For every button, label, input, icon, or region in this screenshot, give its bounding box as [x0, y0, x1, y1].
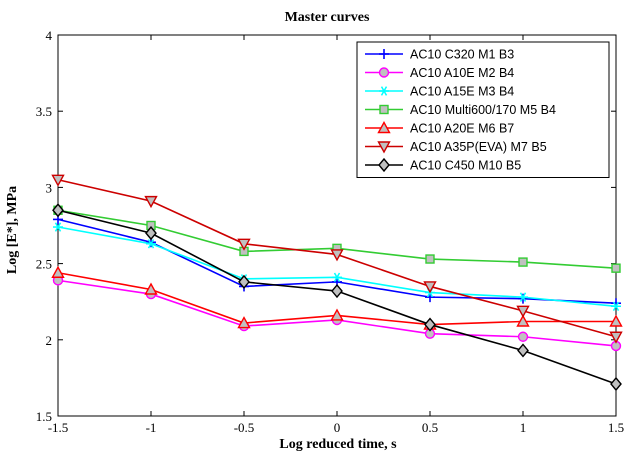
series-5-marker	[144, 195, 158, 209]
y-tick-label: 2	[46, 333, 53, 348]
legend: AC10 C320 M1 B3 AC10 A10E M2 B4 AC10 A15E …	[356, 41, 610, 178]
x-tick-label: -1	[146, 420, 157, 435]
series-5-marker	[516, 305, 530, 318]
series-6-marker	[145, 226, 157, 241]
series-4-marker	[330, 308, 344, 321]
axis-ticks: -1.5 -1 -0.5 0 0.5 1 1.5 1.5 2 2.5 3 3.5 4	[36, 28, 624, 435]
series-4-marker	[51, 265, 65, 278]
series-3-marker	[518, 257, 528, 267]
x-tick-label: 1	[520, 420, 527, 435]
y-tick-label: 2.5	[36, 257, 52, 272]
y-tick-label: 3.5	[36, 104, 52, 119]
series-2-marker	[333, 272, 341, 283]
legend-entry: AC10 C320 M1 B3	[365, 48, 514, 62]
series-1-marker	[378, 67, 390, 78]
series-5-marker	[237, 238, 251, 251]
series-3-marker	[425, 254, 435, 264]
legend-label: AC10 A20E M6 B7	[410, 122, 514, 136]
series-5-marker	[377, 141, 391, 154]
series-6-marker	[424, 317, 436, 332]
legend-entry: AC10 A15E M3 B4	[365, 85, 514, 99]
series-layer	[51, 174, 623, 392]
x-tick-label: 0	[334, 420, 341, 435]
y-tick-label: 4	[46, 28, 53, 43]
series-2-marker	[519, 292, 527, 302]
y-tick-label: 1.5	[36, 409, 52, 424]
x-tick-label: 0.5	[422, 420, 438, 435]
series-3-marker	[611, 263, 621, 273]
series-3-marker	[379, 104, 389, 115]
x-tick-label: 1.5	[608, 420, 624, 435]
legend-label: AC10 C450 M10 B5	[410, 159, 521, 173]
series-2-marker	[612, 301, 620, 311]
series-1-marker	[517, 331, 529, 342]
legend-label: AC10 A35P(EVA) M7 B5	[410, 140, 547, 154]
y-axis-label: Log [E*], MPa	[5, 186, 20, 274]
series-5-marker	[51, 174, 65, 187]
legend-entry: AC10 Multi600/170 M5 B4	[365, 103, 556, 117]
series-5	[51, 174, 623, 344]
legend-entry: AC10 A10E M2 B4	[365, 66, 514, 80]
legend-entry: AC10 A35P(EVA) M7 B5	[365, 140, 547, 154]
chart-title: Master curves	[285, 10, 370, 25]
series-6-marker	[52, 203, 64, 218]
legend-entry: AC10 A20E M6 B7	[365, 121, 514, 136]
series-4-marker	[377, 121, 391, 134]
series-5-marker	[423, 281, 437, 294]
series-4-marker	[144, 282, 158, 295]
x-axis-label: Log reduced time, s	[279, 437, 397, 452]
legend-label: AC10 A15E M3 B4	[410, 85, 514, 99]
y-tick-label: 3	[46, 180, 53, 195]
series-6-marker	[517, 343, 529, 358]
x-tick-label: -0.5	[234, 420, 255, 435]
x-tick-label: -1.5	[48, 420, 69, 435]
series-5-marker	[609, 331, 623, 344]
legend-label: AC10 Multi600/170 M5 B4	[410, 103, 556, 117]
legend-label: AC10 A10E M2 B4	[410, 66, 514, 80]
series-4-marker	[609, 314, 623, 327]
series-2-marker	[54, 222, 62, 232]
legend-label: AC10 C320 M1 B3	[410, 48, 514, 62]
series-6-marker	[238, 274, 250, 289]
series-2-marker	[380, 86, 388, 96]
series-6-marker	[378, 157, 390, 173]
series-6	[52, 203, 622, 392]
series-2-marker	[147, 239, 155, 249]
legend-entry: AC10 C450 M10 B5	[365, 157, 521, 173]
series-4-marker	[237, 316, 251, 329]
series-5-marker	[330, 249, 344, 262]
series-6-marker	[610, 376, 622, 392]
series-6-marker	[331, 283, 343, 299]
series-4-marker	[516, 314, 530, 327]
